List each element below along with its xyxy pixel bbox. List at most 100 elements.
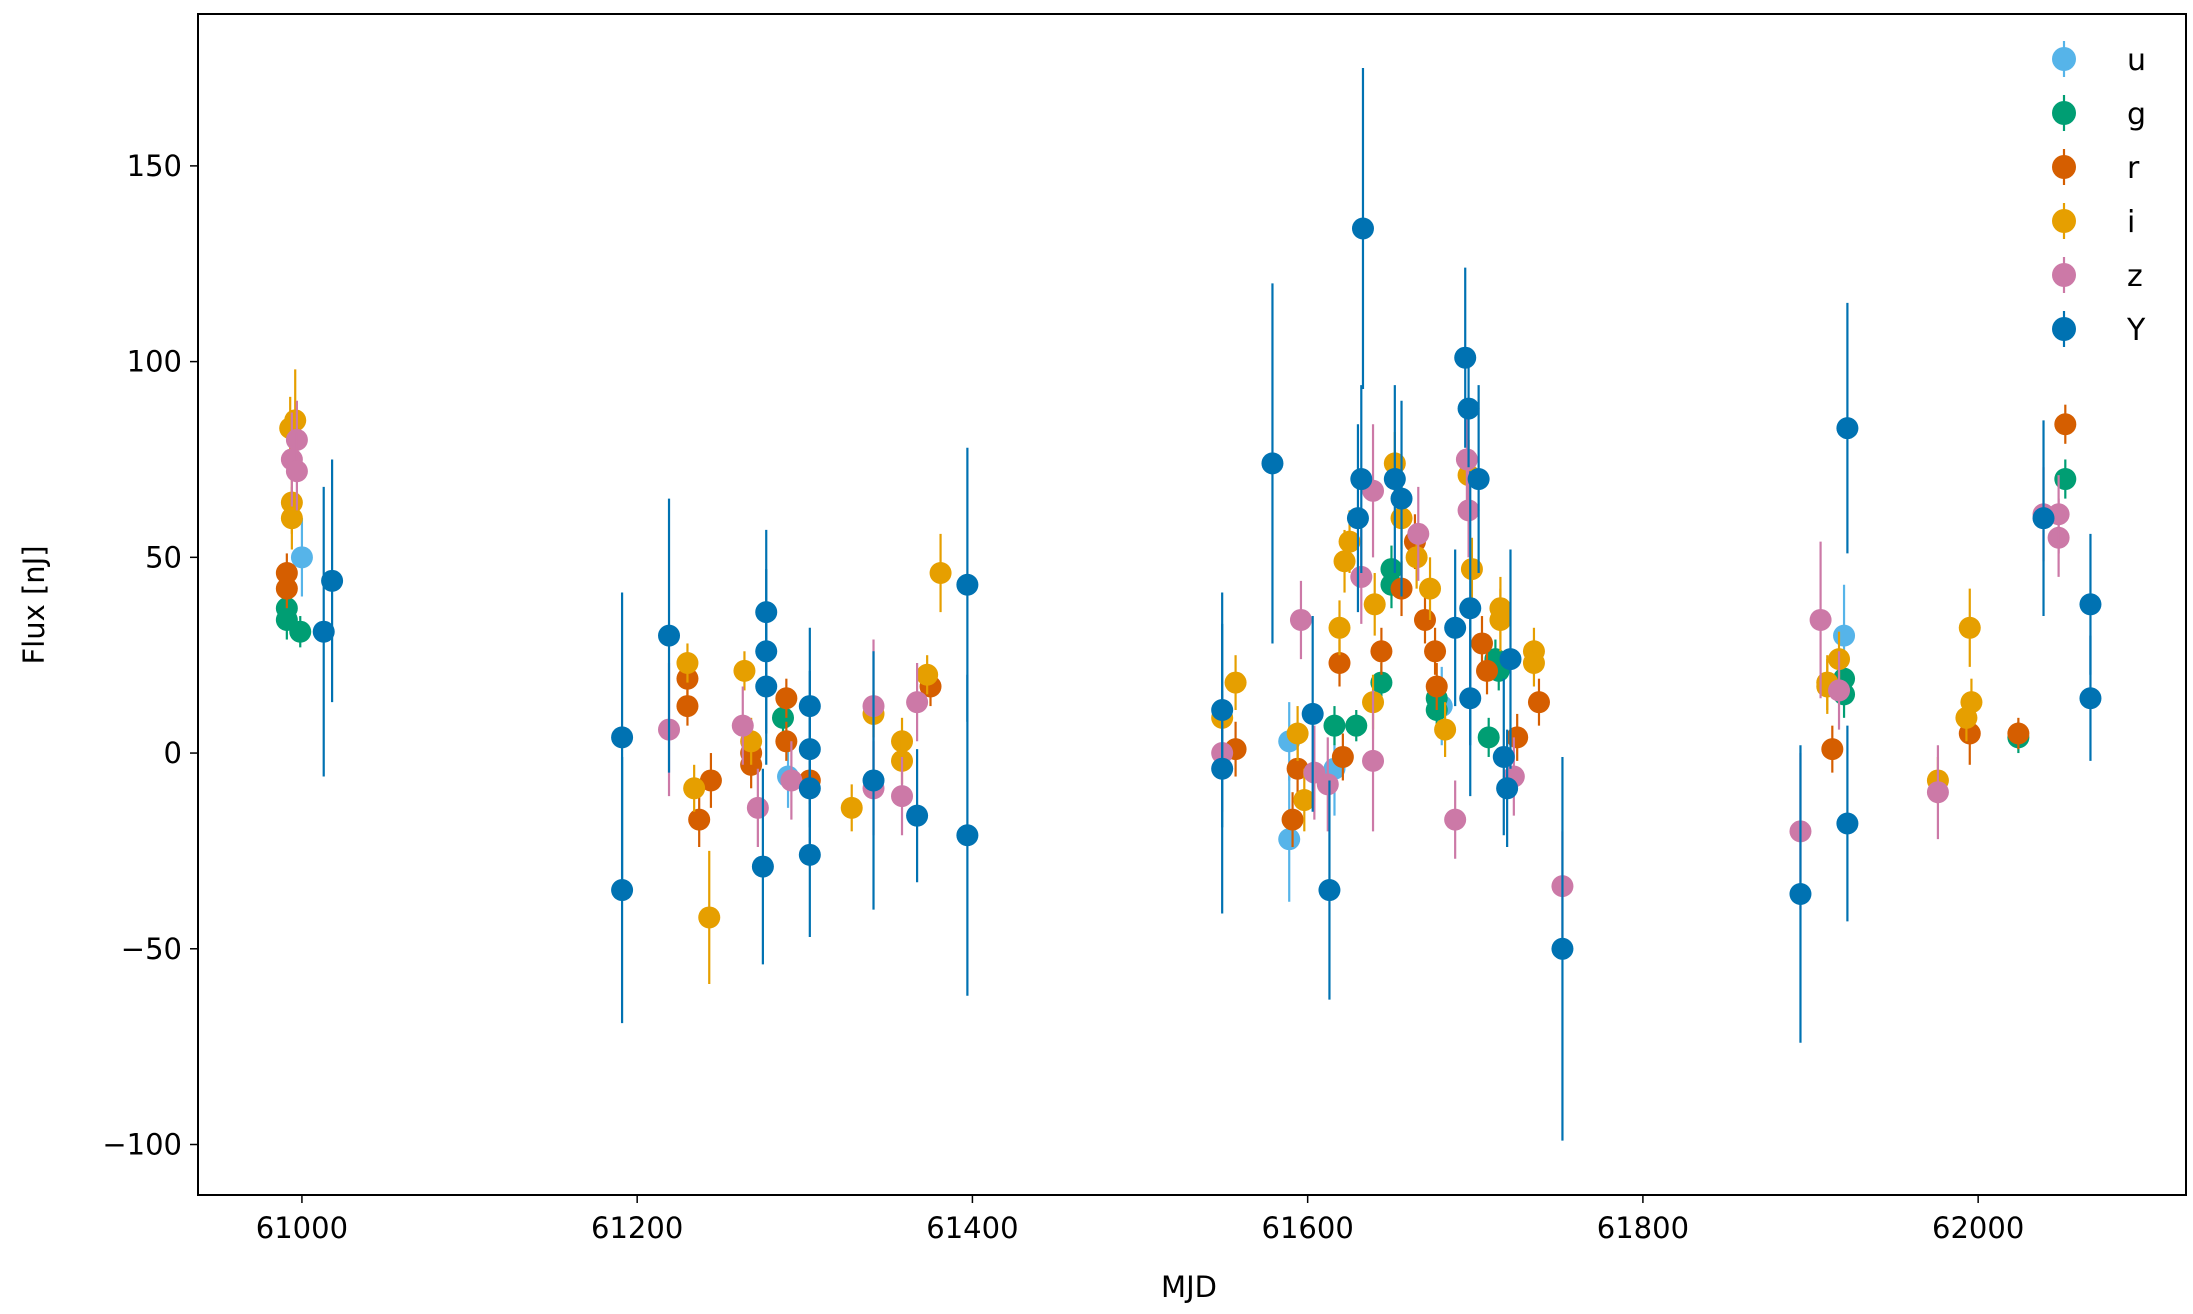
x-tick-label: 61200 <box>591 1211 683 1245</box>
data-point <box>1444 808 1467 831</box>
data-point <box>1457 397 1480 420</box>
data-point <box>1821 738 1844 761</box>
data-point <box>1301 702 1324 725</box>
legend-marker <box>2052 263 2076 287</box>
data-point <box>1318 879 1341 902</box>
data-point <box>1331 745 1354 768</box>
data-point <box>1506 726 1529 749</box>
y-tick-label: −100 <box>102 1128 182 1162</box>
data-point <box>772 706 795 729</box>
x-tick-label: 61800 <box>1597 1211 1689 1245</box>
legend-label: z <box>2127 259 2143 294</box>
legend-marker <box>2052 209 2076 233</box>
data-point <box>1383 468 1406 491</box>
data-point <box>1293 789 1316 812</box>
data-point <box>1527 691 1550 714</box>
data-point <box>1407 522 1430 545</box>
legend-entry-z: z <box>2052 257 2143 294</box>
series-u <box>290 518 1856 902</box>
data-point <box>699 769 722 792</box>
data-point <box>751 855 774 878</box>
series-Y <box>312 68 2102 1141</box>
data-point <box>733 659 756 682</box>
data-point <box>1346 507 1369 530</box>
y-tick-label: −50 <box>121 932 182 966</box>
data-point <box>1828 679 1851 702</box>
legend-label: u <box>2127 43 2146 78</box>
data-point <box>1551 937 1574 960</box>
data-point <box>1492 745 1515 768</box>
data-point <box>1370 640 1393 663</box>
data-marks <box>275 68 2102 1141</box>
x-tick-label: 62000 <box>1932 1211 2024 1245</box>
legend-marker <box>2052 155 2076 179</box>
data-point <box>683 777 706 800</box>
data-point <box>1457 499 1480 522</box>
data-point <box>1460 558 1483 581</box>
data-point <box>1836 417 1859 440</box>
data-point <box>1459 687 1482 710</box>
y-tick-label: 100 <box>127 345 182 379</box>
data-point <box>906 691 929 714</box>
data-point <box>1261 452 1284 475</box>
data-point <box>956 573 979 596</box>
data-point <box>676 652 699 675</box>
legend-entry-r: r <box>2052 149 2140 186</box>
legend-marker <box>2052 47 2076 71</box>
data-point <box>1496 777 1519 800</box>
data-point <box>1289 608 1312 631</box>
data-point <box>731 714 754 737</box>
legend-label: i <box>2127 205 2135 240</box>
data-point <box>1489 608 1512 631</box>
data-point <box>1224 671 1247 694</box>
legend-entry-u: u <box>2052 41 2146 78</box>
data-point <box>1363 593 1386 616</box>
data-point <box>775 730 798 753</box>
data-point <box>1836 812 1859 835</box>
data-point <box>755 675 778 698</box>
legend-label: Y <box>2126 313 2146 348</box>
data-point <box>321 569 344 592</box>
data-point <box>676 695 699 718</box>
data-point <box>1522 652 1545 675</box>
data-point <box>1350 468 1373 491</box>
data-point <box>289 620 312 643</box>
data-point <box>1351 217 1374 240</box>
data-point <box>1390 487 1413 510</box>
data-point <box>1370 671 1393 694</box>
y-tick-label: 150 <box>127 149 182 183</box>
data-point <box>2079 593 2102 616</box>
data-point <box>1454 346 1477 369</box>
data-point <box>1286 757 1309 780</box>
data-point <box>1444 616 1467 639</box>
data-point <box>840 796 863 819</box>
plot-frame <box>197 13 2187 1196</box>
legend-entry-i: i <box>2052 203 2135 240</box>
data-point <box>1211 757 1234 780</box>
data-point <box>916 663 939 686</box>
data-point <box>1467 468 1490 491</box>
data-point <box>798 777 821 800</box>
data-point <box>1955 706 1978 729</box>
data-point <box>1328 616 1351 639</box>
legend-label: g <box>2127 97 2146 132</box>
data-point <box>1809 608 1832 631</box>
data-point <box>1413 608 1436 631</box>
data-point <box>688 808 711 831</box>
data-point <box>1470 632 1493 655</box>
axis-ticks: 61000 61200 61400 61600 61800 62000 150 100 50 0 −… <box>102 149 2024 1245</box>
x-tick-label: 61000 <box>256 1211 348 1245</box>
legend-label: r <box>2127 151 2140 186</box>
data-point <box>1286 722 1309 745</box>
data-point <box>275 577 298 600</box>
data-point <box>1333 550 1356 573</box>
x-axis-label: MJD <box>1161 1270 1217 1304</box>
series-g <box>275 459 2077 757</box>
data-point <box>2032 507 2055 530</box>
data-point <box>611 879 634 902</box>
data-point <box>746 796 769 819</box>
y-tick-label: 50 <box>145 540 182 574</box>
data-point <box>1338 530 1361 553</box>
